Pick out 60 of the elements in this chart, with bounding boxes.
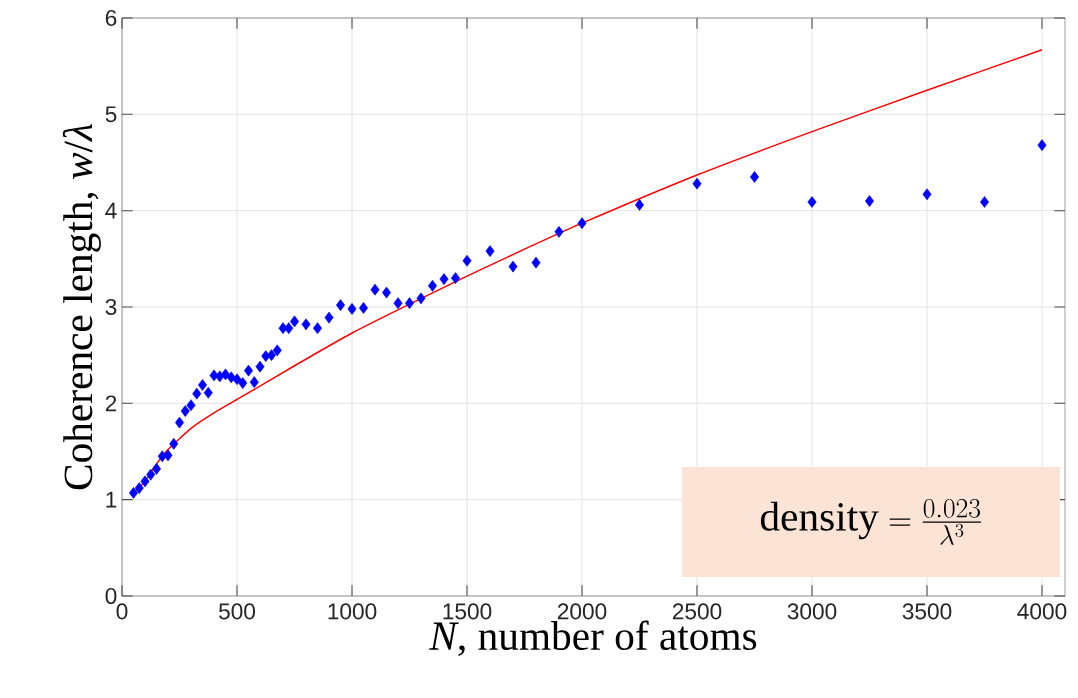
point: [146, 468, 156, 481]
point: [980, 196, 989, 208]
point: [284, 322, 294, 335]
point: [186, 399, 196, 412]
point: [370, 283, 380, 296]
x-tick-label: 0: [116, 603, 128, 620]
point: [750, 171, 759, 183]
point: [1037, 139, 1047, 152]
x-tick-label: 1000: [328, 603, 377, 620]
point: [451, 272, 460, 284]
point: [336, 299, 345, 311]
point: [416, 292, 426, 305]
point: [140, 475, 150, 488]
point: [134, 482, 144, 494]
point: [192, 387, 202, 400]
point: [180, 405, 190, 417]
point: [439, 273, 449, 285]
point: [577, 217, 587, 230]
y-tick-label: 1: [106, 491, 117, 508]
point: [169, 437, 179, 450]
point: [462, 254, 472, 267]
y-tick-label: 4: [105, 202, 117, 219]
x-tick-label: 2500: [672, 603, 722, 620]
x-axis-title: N, number of atoms: [429, 620, 757, 657]
point: [238, 377, 248, 389]
y-tick-label: 0: [105, 587, 117, 605]
y-tick-label: 2: [105, 395, 117, 412]
point: [272, 344, 282, 357]
y-tick-label: 6: [105, 9, 117, 27]
point: [865, 195, 874, 207]
point: [232, 373, 242, 386]
x-tick-label: 3500: [902, 603, 952, 620]
y-axis-title: Coherence length, w/λ: [62, 124, 101, 490]
annotation: $\text{density}=\frac{0.023}{\lambda^{3}}$: [760, 499, 981, 545]
point: [692, 177, 702, 190]
point: [129, 487, 138, 499]
point: [198, 379, 207, 391]
x-tick-label: 4000: [1017, 603, 1067, 620]
point: [203, 386, 213, 399]
point: [301, 318, 311, 331]
point: [807, 196, 817, 208]
x-tick-label: 500: [218, 603, 256, 620]
x-tick-label: 1500: [443, 603, 492, 620]
point: [347, 303, 357, 315]
point: [324, 311, 334, 324]
point: [163, 449, 173, 462]
point: [393, 297, 403, 310]
point: [249, 376, 259, 388]
y-tick-label: 3: [105, 298, 117, 316]
point: [922, 188, 932, 201]
point: [359, 302, 368, 314]
point: [635, 199, 644, 211]
point: [554, 225, 564, 238]
point: [531, 256, 541, 269]
point: [255, 360, 265, 373]
x-tick-label: 3000: [787, 603, 837, 620]
point: [508, 260, 518, 273]
point: [485, 245, 495, 257]
x-tick-label: 2000: [557, 603, 607, 620]
y-tick-label: 5: [105, 106, 117, 123]
